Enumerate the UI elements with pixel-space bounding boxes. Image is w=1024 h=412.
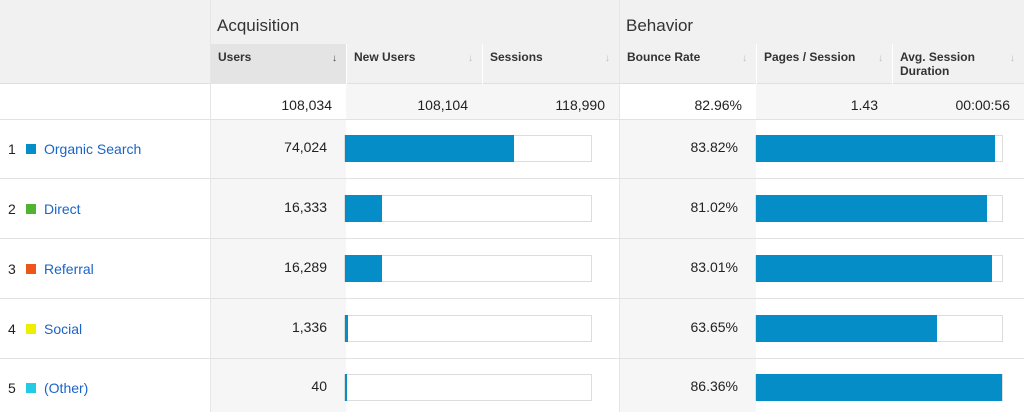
column-divider (619, 0, 620, 412)
total-pages-session: 1.43 (756, 84, 892, 119)
bounce-bar-track (755, 135, 1003, 162)
users-value: 16,289 (284, 259, 327, 275)
column-header-new-users[interactable]: New Users ↓ (346, 44, 482, 84)
column-header-row (0, 44, 1024, 84)
group-title-behavior: Behavior (626, 16, 694, 35)
bounce-bar-track (755, 315, 1003, 342)
column-header-bounce-rate[interactable]: Bounce Rate ↓ (619, 44, 756, 84)
users-value: 40 (311, 378, 327, 394)
users-value: 16,333 (284, 199, 327, 215)
users-bar (345, 195, 382, 222)
column-label-users: Users (218, 50, 252, 64)
column-label-new-users: New Users (354, 50, 416, 64)
row-number: 1 (8, 141, 16, 157)
row-label-referral[interactable]: Referral (44, 261, 94, 277)
row-label-other[interactable]: (Other) (44, 380, 89, 396)
group-title-acquisition: Acquisition (217, 16, 300, 35)
column-header-sessions[interactable]: Sessions ↓ (482, 44, 619, 84)
bounce-rate-value: 83.01% (690, 259, 738, 275)
column-label-sessions: Sessions (490, 50, 543, 64)
bounce-bar-track (755, 195, 1003, 222)
row-number: 4 (8, 321, 16, 337)
bounce-rate-value: 86.36% (690, 378, 738, 394)
total-sessions: 118,990 (482, 84, 619, 119)
row-number: 2 (8, 201, 16, 217)
bounce-bar (756, 135, 995, 162)
column-label-pages-session: Pages / Session (764, 50, 856, 64)
bounce-rate-value: 81.02% (690, 199, 738, 215)
row-divider (0, 358, 1024, 359)
total-bounce-rate: 82.96% (694, 97, 742, 113)
bounce-bar (756, 255, 992, 282)
row-label-direct[interactable]: Direct (44, 201, 81, 217)
column-header-avg-session-duration[interactable]: Avg. Session Duration ↓ (892, 44, 1024, 84)
legend-swatch-other (26, 383, 36, 393)
legend-swatch-direct (26, 204, 36, 214)
column-header-pages-session[interactable]: Pages / Session ↓ (756, 44, 892, 84)
users-bar (345, 315, 348, 342)
bounce-rate-value: 63.65% (690, 319, 738, 335)
row-number: 3 (8, 261, 16, 277)
users-bar (345, 255, 382, 282)
legend-swatch-referral (26, 264, 36, 274)
users-column-bg (210, 119, 346, 412)
sort-arrow-icon[interactable]: ↓ (468, 53, 473, 64)
legend-swatch-organic-search (26, 144, 36, 154)
row-divider (0, 178, 1024, 179)
bounce-bar-track (755, 374, 1003, 401)
bounce-bar (756, 374, 1002, 401)
row-label-organic-search[interactable]: Organic Search (44, 141, 142, 157)
total-avg-session-duration: 00:00:56 (892, 84, 1024, 119)
sort-arrow-icon[interactable]: ↓ (878, 53, 883, 64)
users-bar-track (344, 315, 592, 342)
users-bar (345, 374, 347, 401)
column-label-avg-session-duration: Avg. Session Duration (900, 50, 975, 78)
column-label-bounce-rate: Bounce Rate (627, 50, 701, 64)
sort-arrow-icon[interactable]: ↓ (332, 53, 337, 64)
bounce-bar (756, 195, 987, 222)
row-number: 5 (8, 380, 16, 396)
bounce-column-bg (619, 119, 756, 412)
row-label-social[interactable]: Social (44, 321, 83, 337)
sort-arrow-icon[interactable]: ↓ (1010, 53, 1015, 64)
legend-swatch-social (26, 324, 36, 334)
sort-arrow-icon[interactable]: ↓ (605, 53, 610, 64)
group-header-row (0, 0, 1024, 44)
bounce-bar (756, 315, 937, 342)
row-divider (0, 238, 1024, 239)
users-bar (345, 135, 514, 162)
users-bar-track (344, 255, 592, 282)
column-divider (210, 0, 211, 412)
users-value: 74,024 (284, 139, 327, 155)
column-header-users[interactable]: Users ↓ (210, 44, 346, 84)
total-users: 108,034 (281, 97, 332, 113)
row-divider (0, 119, 1024, 120)
row-divider (0, 298, 1024, 299)
users-bar-track (344, 195, 592, 222)
users-bar-track (344, 374, 592, 401)
sort-arrow-icon[interactable]: ↓ (742, 53, 747, 64)
total-new-users: 108,104 (346, 84, 482, 119)
users-bar-track (344, 135, 592, 162)
bounce-rate-value: 83.82% (690, 139, 738, 155)
users-value: 1,336 (291, 319, 327, 335)
bounce-bar-track (755, 255, 1003, 282)
